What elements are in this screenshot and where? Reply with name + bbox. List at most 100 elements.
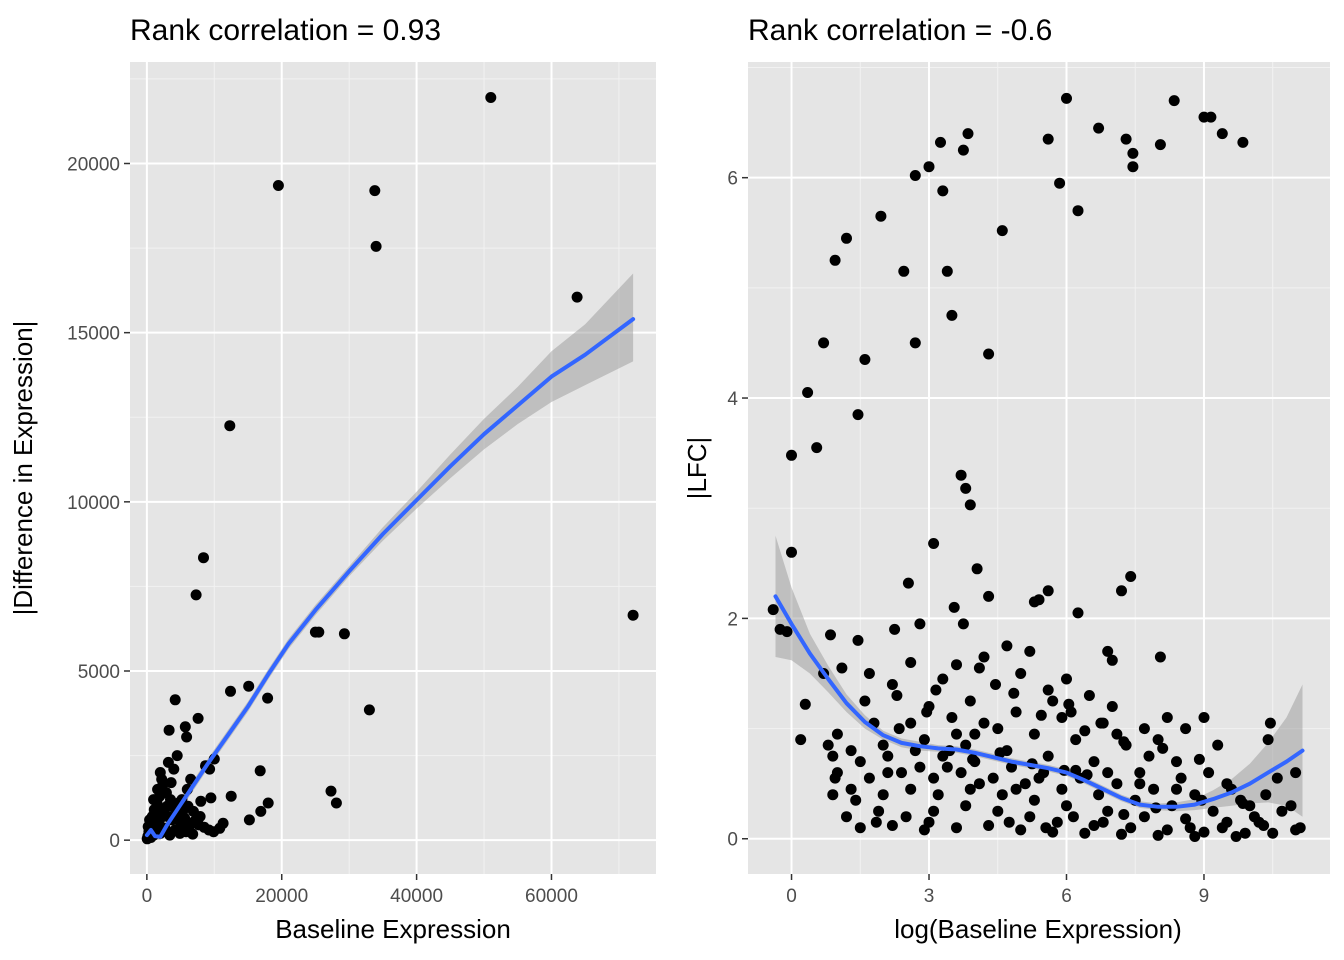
left-data-point-18: [179, 721, 191, 733]
right-data-point-158: [900, 811, 912, 823]
right-data-point-233: [1008, 687, 1020, 699]
left-x-tick-label-1: 20000: [255, 886, 308, 907]
right-data-point-65: [1015, 668, 1027, 679]
right-data-point-191: [1143, 750, 1155, 762]
right-y-tick-label-2: 4: [727, 389, 738, 410]
right-data-point-45: [983, 590, 995, 602]
right-data-point-203: [1102, 767, 1114, 779]
right-x-tick-label-3: 9: [1199, 886, 1210, 907]
right-data-point-25: [941, 265, 953, 277]
right-data-point-132: [955, 767, 967, 779]
right-data-point-10: [1127, 161, 1139, 173]
right-data-point-114: [827, 750, 839, 762]
right-data-point-84: [1010, 706, 1022, 718]
right-data-point-193: [1203, 767, 1215, 779]
right-data-point-78: [1264, 717, 1276, 729]
right-data-point-103: [877, 739, 889, 751]
left-panel: Rank correlation = 0.93 0 20000 40000 60000…: [8, 14, 656, 944]
left-y-axis-label: |Difference in Expression|: [8, 321, 38, 616]
right-data-point-66: [1061, 673, 1072, 685]
right-data-point-35: [955, 469, 967, 481]
right-data-point-166: [1161, 824, 1173, 836]
right-data-point-23: [829, 254, 841, 266]
right-data-point-205: [1171, 783, 1182, 795]
right-data-point-17: [937, 185, 949, 197]
right-data-point-20: [875, 210, 887, 222]
left-band-area: [146, 273, 634, 841]
right-data-point-80: [859, 695, 871, 707]
left-x-tick-label-3: 60000: [525, 886, 578, 907]
right-data-point-185: [978, 717, 990, 729]
right-data-point-235: [1063, 698, 1075, 710]
right-data-point-167: [1198, 826, 1210, 838]
right-data-point-229: [921, 706, 933, 718]
right-data-point-136: [1093, 789, 1105, 801]
right-data-point-75: [1106, 701, 1118, 712]
right-data-point-169: [854, 822, 866, 834]
right-data-point-230: [930, 684, 942, 696]
right-data-point-16: [909, 170, 921, 181]
right-data-point-173: [983, 820, 995, 831]
right-data-point-60: [1102, 645, 1114, 657]
right-data-point-156: [841, 811, 852, 823]
right-axis-ticks: 0 3 6 9 0 2 4 6: [727, 169, 1209, 907]
left-grid: [130, 62, 656, 874]
right-data-point-0: [1061, 92, 1072, 104]
left-plot-background: [130, 62, 656, 874]
right-data-point-54: [889, 623, 901, 635]
left-x-axis-label: Baseline Expression: [275, 914, 511, 944]
right-data-point-224: [994, 747, 1006, 759]
right-data-point-7: [1042, 133, 1054, 145]
right-data-point-115: [854, 756, 866, 768]
right-data-point-210: [1097, 816, 1109, 828]
right-data-point-58: [1001, 640, 1013, 652]
right-data-point-81: [891, 690, 903, 701]
right-data-point-192: [1171, 756, 1182, 768]
left-data-point-35: [255, 805, 267, 817]
right-data-point-181: [1253, 816, 1265, 828]
right-data-point-109: [1134, 767, 1146, 779]
right-data-point-134: [1019, 778, 1031, 790]
right-data-point-33: [811, 442, 823, 454]
right-data-point-100: [1262, 734, 1274, 746]
right-data-point-163: [1051, 816, 1063, 828]
right-data-point-190: [1111, 728, 1123, 740]
right-data-point-130: [896, 767, 907, 779]
right-data-point-160: [960, 800, 972, 812]
right-data-point-83: [964, 695, 976, 707]
right-data-point-98: [1152, 734, 1164, 746]
right-data-point-94: [992, 723, 1004, 735]
left-data-point-19: [163, 724, 175, 736]
right-data-point-197: [914, 761, 926, 773]
right-data-point-189: [1079, 725, 1091, 737]
right-data-point-38: [928, 538, 940, 549]
left-data-point-41: [165, 777, 177, 789]
right-data-point-76: [1161, 712, 1173, 723]
right-data-point-214: [1003, 816, 1015, 828]
right-data-point-26: [946, 309, 958, 321]
right-data-point-221: [1260, 789, 1272, 801]
right-data-point-6: [1093, 122, 1105, 134]
right-data-point-44: [1116, 585, 1127, 597]
right-points: [767, 92, 1306, 842]
right-data-point-131: [928, 772, 940, 784]
right-data-point-227: [1081, 769, 1093, 781]
right-data-point-95: [1028, 728, 1040, 740]
right-trend-path: [773, 594, 1305, 809]
right-data-point-70: [886, 679, 898, 690]
left-trend-path: [144, 317, 636, 839]
right-data-point-152: [1180, 813, 1192, 825]
right-data-point-113: [1290, 767, 1302, 779]
right-data-point-200: [1010, 783, 1022, 795]
right-data-point-21: [841, 232, 852, 244]
right-data-point-157: [873, 805, 885, 817]
right-data-point-36: [960, 482, 972, 494]
left-data-point-93: [152, 783, 164, 795]
left-data-point-4: [571, 291, 583, 303]
right-data-point-49: [767, 604, 779, 616]
right-data-point-212: [1216, 822, 1228, 834]
right-data-point-165: [1125, 822, 1137, 834]
right-data-point-63: [905, 657, 917, 668]
right-data-point-101: [822, 739, 834, 751]
